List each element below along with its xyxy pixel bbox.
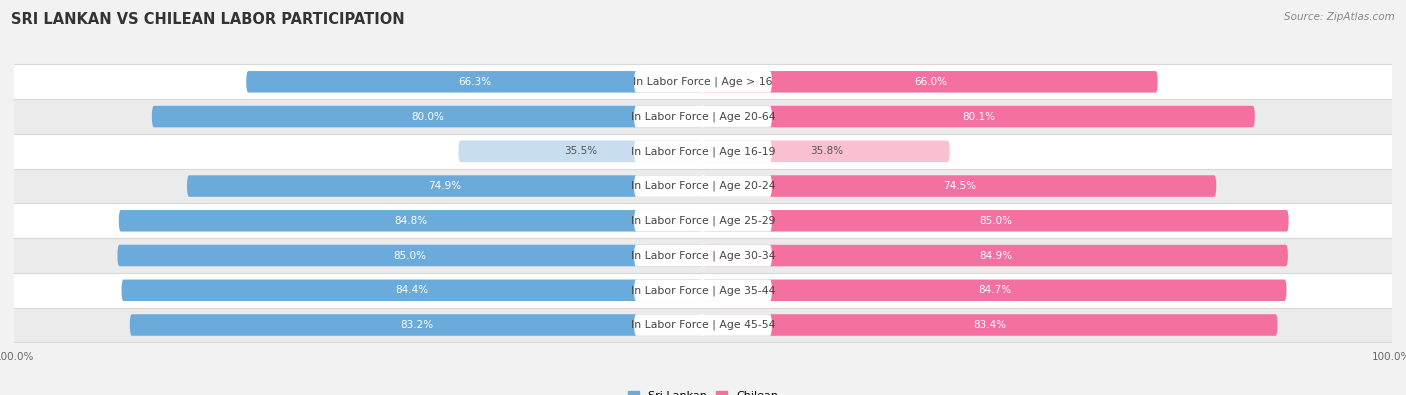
Text: 35.5%: 35.5%	[564, 146, 598, 156]
FancyBboxPatch shape	[703, 280, 1286, 301]
Text: 85.0%: 85.0%	[980, 216, 1012, 226]
Text: 35.8%: 35.8%	[810, 146, 842, 156]
FancyBboxPatch shape	[121, 280, 703, 301]
FancyBboxPatch shape	[14, 169, 1392, 203]
Text: 85.0%: 85.0%	[394, 250, 426, 261]
Text: In Labor Force | Age 20-24: In Labor Force | Age 20-24	[631, 181, 775, 191]
FancyBboxPatch shape	[634, 141, 772, 162]
FancyBboxPatch shape	[152, 106, 703, 127]
Text: In Labor Force | Age > 16: In Labor Force | Age > 16	[633, 77, 773, 87]
Text: 84.7%: 84.7%	[979, 285, 1011, 295]
FancyBboxPatch shape	[14, 64, 1392, 99]
Text: SRI LANKAN VS CHILEAN LABOR PARTICIPATION: SRI LANKAN VS CHILEAN LABOR PARTICIPATIO…	[11, 12, 405, 27]
FancyBboxPatch shape	[187, 175, 703, 197]
Text: 66.3%: 66.3%	[458, 77, 491, 87]
FancyBboxPatch shape	[634, 314, 772, 336]
FancyBboxPatch shape	[14, 134, 1392, 169]
FancyBboxPatch shape	[634, 175, 772, 197]
FancyBboxPatch shape	[634, 210, 772, 231]
Text: In Labor Force | Age 35-44: In Labor Force | Age 35-44	[631, 285, 775, 295]
Text: 83.2%: 83.2%	[399, 320, 433, 330]
FancyBboxPatch shape	[14, 99, 1392, 134]
FancyBboxPatch shape	[634, 106, 772, 127]
FancyBboxPatch shape	[118, 210, 703, 231]
FancyBboxPatch shape	[634, 245, 772, 266]
FancyBboxPatch shape	[703, 314, 1278, 336]
FancyBboxPatch shape	[703, 175, 1216, 197]
FancyBboxPatch shape	[458, 141, 703, 162]
Text: In Labor Force | Age 16-19: In Labor Force | Age 16-19	[631, 146, 775, 156]
Text: 80.0%: 80.0%	[411, 111, 444, 122]
FancyBboxPatch shape	[634, 71, 772, 92]
FancyBboxPatch shape	[634, 280, 772, 301]
Text: 84.4%: 84.4%	[395, 285, 429, 295]
FancyBboxPatch shape	[14, 273, 1392, 308]
FancyBboxPatch shape	[14, 203, 1392, 238]
FancyBboxPatch shape	[703, 71, 1157, 92]
Text: 80.1%: 80.1%	[963, 111, 995, 122]
Text: 84.9%: 84.9%	[979, 250, 1012, 261]
Text: 84.8%: 84.8%	[394, 216, 427, 226]
Text: 74.9%: 74.9%	[429, 181, 461, 191]
Text: In Labor Force | Age 45-54: In Labor Force | Age 45-54	[631, 320, 775, 330]
FancyBboxPatch shape	[14, 238, 1392, 273]
FancyBboxPatch shape	[129, 314, 703, 336]
FancyBboxPatch shape	[703, 210, 1289, 231]
Text: In Labor Force | Age 30-34: In Labor Force | Age 30-34	[631, 250, 775, 261]
FancyBboxPatch shape	[246, 71, 703, 92]
FancyBboxPatch shape	[703, 141, 949, 162]
Legend: Sri Lankan, Chilean: Sri Lankan, Chilean	[624, 386, 782, 395]
FancyBboxPatch shape	[703, 245, 1288, 266]
Text: 66.0%: 66.0%	[914, 77, 946, 87]
Text: In Labor Force | Age 25-29: In Labor Force | Age 25-29	[631, 216, 775, 226]
Text: Source: ZipAtlas.com: Source: ZipAtlas.com	[1284, 12, 1395, 22]
Text: 74.5%: 74.5%	[943, 181, 976, 191]
FancyBboxPatch shape	[117, 245, 703, 266]
FancyBboxPatch shape	[703, 106, 1254, 127]
FancyBboxPatch shape	[14, 308, 1392, 342]
Text: 83.4%: 83.4%	[974, 320, 1007, 330]
Text: In Labor Force | Age 20-64: In Labor Force | Age 20-64	[631, 111, 775, 122]
